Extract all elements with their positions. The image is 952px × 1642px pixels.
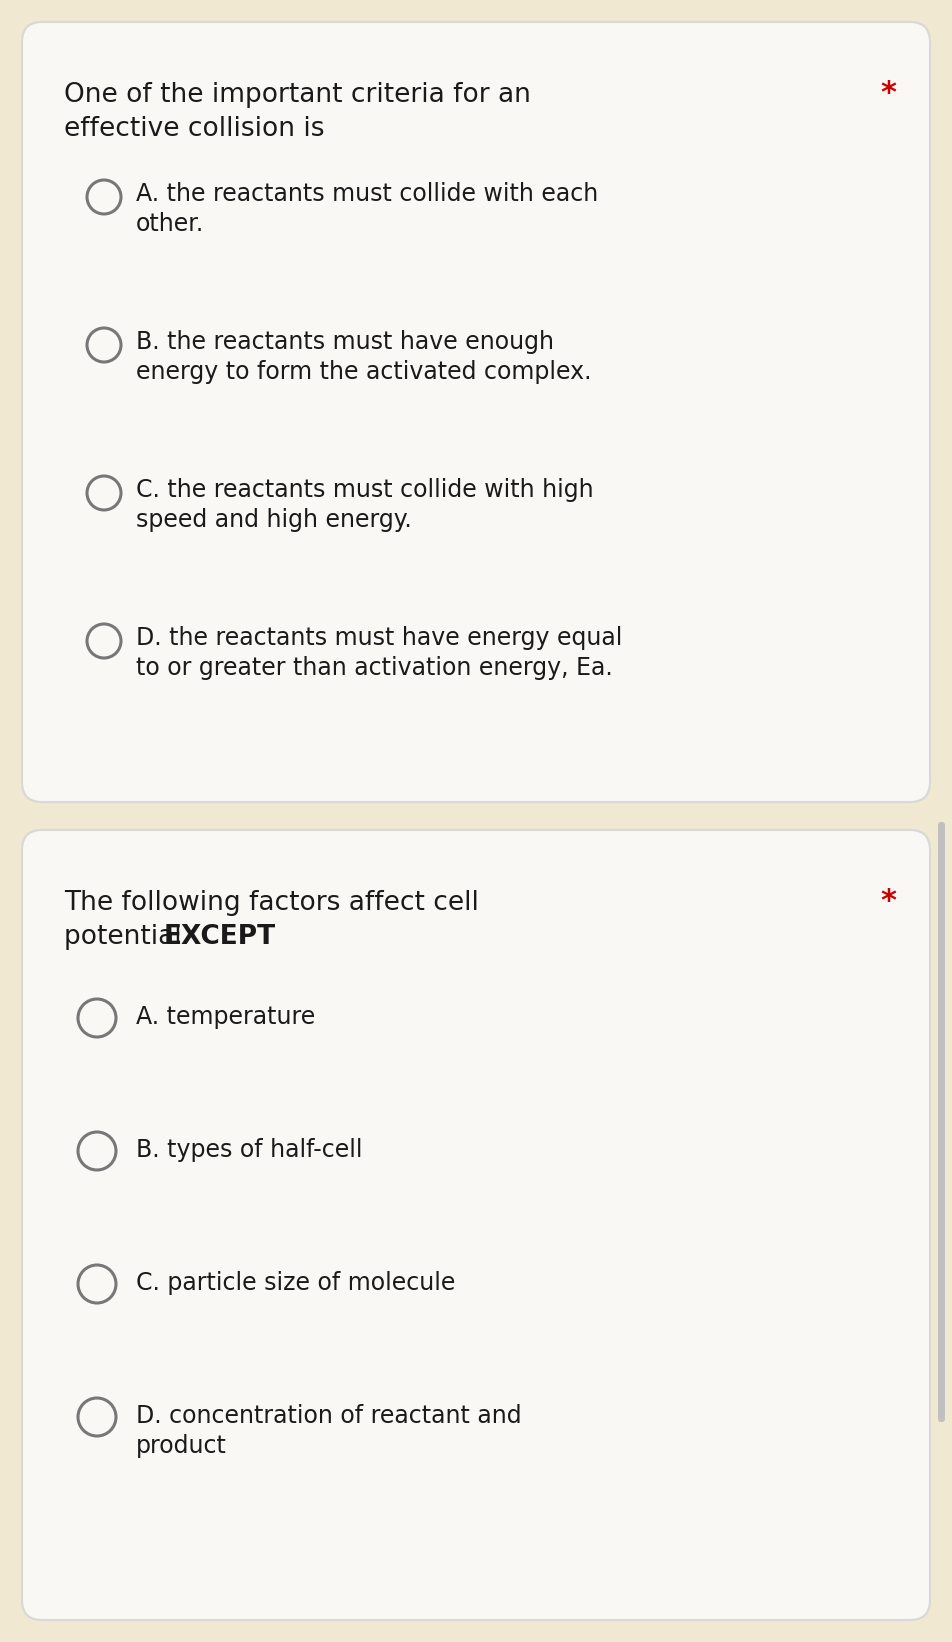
Text: EXCEPT: EXCEPT bbox=[164, 924, 276, 951]
Text: D. the reactants must have energy equal: D. the reactants must have energy equal bbox=[136, 626, 623, 650]
Text: D. concentration of reactant and: D. concentration of reactant and bbox=[136, 1404, 522, 1429]
Text: C. the reactants must collide with high: C. the reactants must collide with high bbox=[136, 478, 594, 502]
FancyBboxPatch shape bbox=[22, 829, 930, 1621]
FancyBboxPatch shape bbox=[22, 21, 930, 801]
Text: speed and high energy.: speed and high energy. bbox=[136, 507, 412, 532]
Text: The following factors affect cell: The following factors affect cell bbox=[64, 890, 479, 916]
Text: *: * bbox=[880, 887, 896, 916]
FancyBboxPatch shape bbox=[938, 823, 945, 1422]
Text: other.: other. bbox=[136, 212, 205, 236]
Text: product: product bbox=[136, 1433, 227, 1458]
Text: *: * bbox=[880, 79, 896, 108]
Text: C. particle size of molecule: C. particle size of molecule bbox=[136, 1271, 455, 1296]
Text: B. types of half-cell: B. types of half-cell bbox=[136, 1138, 363, 1163]
Text: A. temperature: A. temperature bbox=[136, 1005, 315, 1030]
Text: to or greater than activation energy, Ea.: to or greater than activation energy, Ea… bbox=[136, 657, 613, 680]
Text: A. the reactants must collide with each: A. the reactants must collide with each bbox=[136, 182, 598, 205]
Text: energy to form the activated complex.: energy to form the activated complex. bbox=[136, 360, 591, 384]
Text: B. the reactants must have enough: B. the reactants must have enough bbox=[136, 330, 554, 355]
Text: effective collision is: effective collision is bbox=[64, 117, 325, 141]
Text: One of the important criteria for an: One of the important criteria for an bbox=[64, 82, 531, 108]
Text: potential: potential bbox=[64, 924, 190, 951]
